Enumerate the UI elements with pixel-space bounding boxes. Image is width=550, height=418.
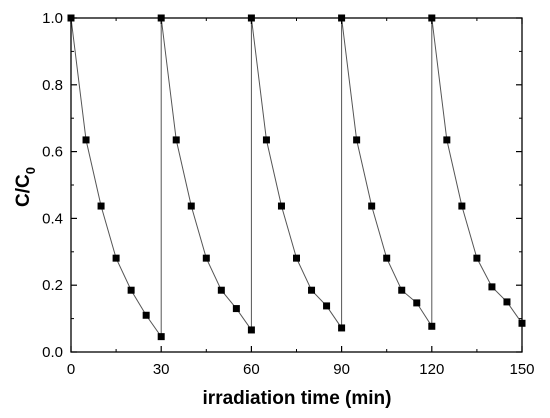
data-point bbox=[82, 136, 90, 144]
x-tick-label: 0 bbox=[67, 361, 75, 378]
data-point bbox=[443, 136, 451, 144]
data-point bbox=[142, 311, 150, 319]
series-line bbox=[70, 17, 523, 339]
data-point bbox=[157, 333, 165, 341]
y-tick-label: 0.4 bbox=[42, 210, 63, 227]
x-tick-label: 120 bbox=[419, 361, 444, 378]
x-axis-title: irradiation time (min) bbox=[203, 388, 392, 409]
y-tick-label: 1.0 bbox=[42, 10, 63, 27]
data-point bbox=[473, 254, 481, 262]
data-point bbox=[323, 302, 331, 310]
y-axis-title: C/C0 bbox=[13, 167, 38, 207]
data-point bbox=[127, 286, 135, 294]
x-tick-label: 60 bbox=[243, 361, 260, 378]
data-point bbox=[293, 254, 300, 262]
data-point bbox=[308, 286, 316, 294]
y-tick-label: 0.6 bbox=[42, 144, 63, 161]
x-tick-label: 30 bbox=[153, 361, 170, 378]
data-point bbox=[247, 326, 255, 334]
data-point bbox=[338, 324, 346, 332]
data-point bbox=[112, 254, 120, 262]
data-point bbox=[277, 202, 285, 210]
y-axis-title-subscript: 0 bbox=[23, 167, 38, 174]
data-point bbox=[97, 202, 105, 210]
data-point bbox=[368, 202, 376, 210]
data-point bbox=[202, 254, 210, 262]
data-point bbox=[353, 136, 361, 144]
data-point bbox=[503, 298, 511, 306]
data-point bbox=[232, 305, 240, 313]
y-tick-label: 0.2 bbox=[42, 277, 63, 294]
data-point bbox=[428, 322, 436, 330]
data-point bbox=[488, 283, 496, 291]
y-axis-title-main: C/C bbox=[13, 174, 34, 207]
data-point bbox=[458, 202, 466, 210]
data-point bbox=[398, 286, 406, 294]
ticks-group: 0 30 60 90 120 150 0.0 0.2 0.4 0.6 0.8 1.0 bbox=[42, 10, 534, 378]
data-point bbox=[187, 202, 195, 210]
data-point bbox=[383, 254, 391, 262]
data-point bbox=[172, 136, 180, 144]
y-tick-label: 0.0 bbox=[42, 344, 63, 361]
y-tick-label: 0.8 bbox=[42, 77, 63, 94]
data-point bbox=[217, 286, 225, 294]
x-tick-label: 90 bbox=[333, 361, 350, 378]
data-point bbox=[262, 136, 270, 144]
data-point bbox=[413, 299, 421, 307]
series-layer bbox=[67, 14, 526, 341]
x-tick-label: 150 bbox=[509, 361, 534, 378]
